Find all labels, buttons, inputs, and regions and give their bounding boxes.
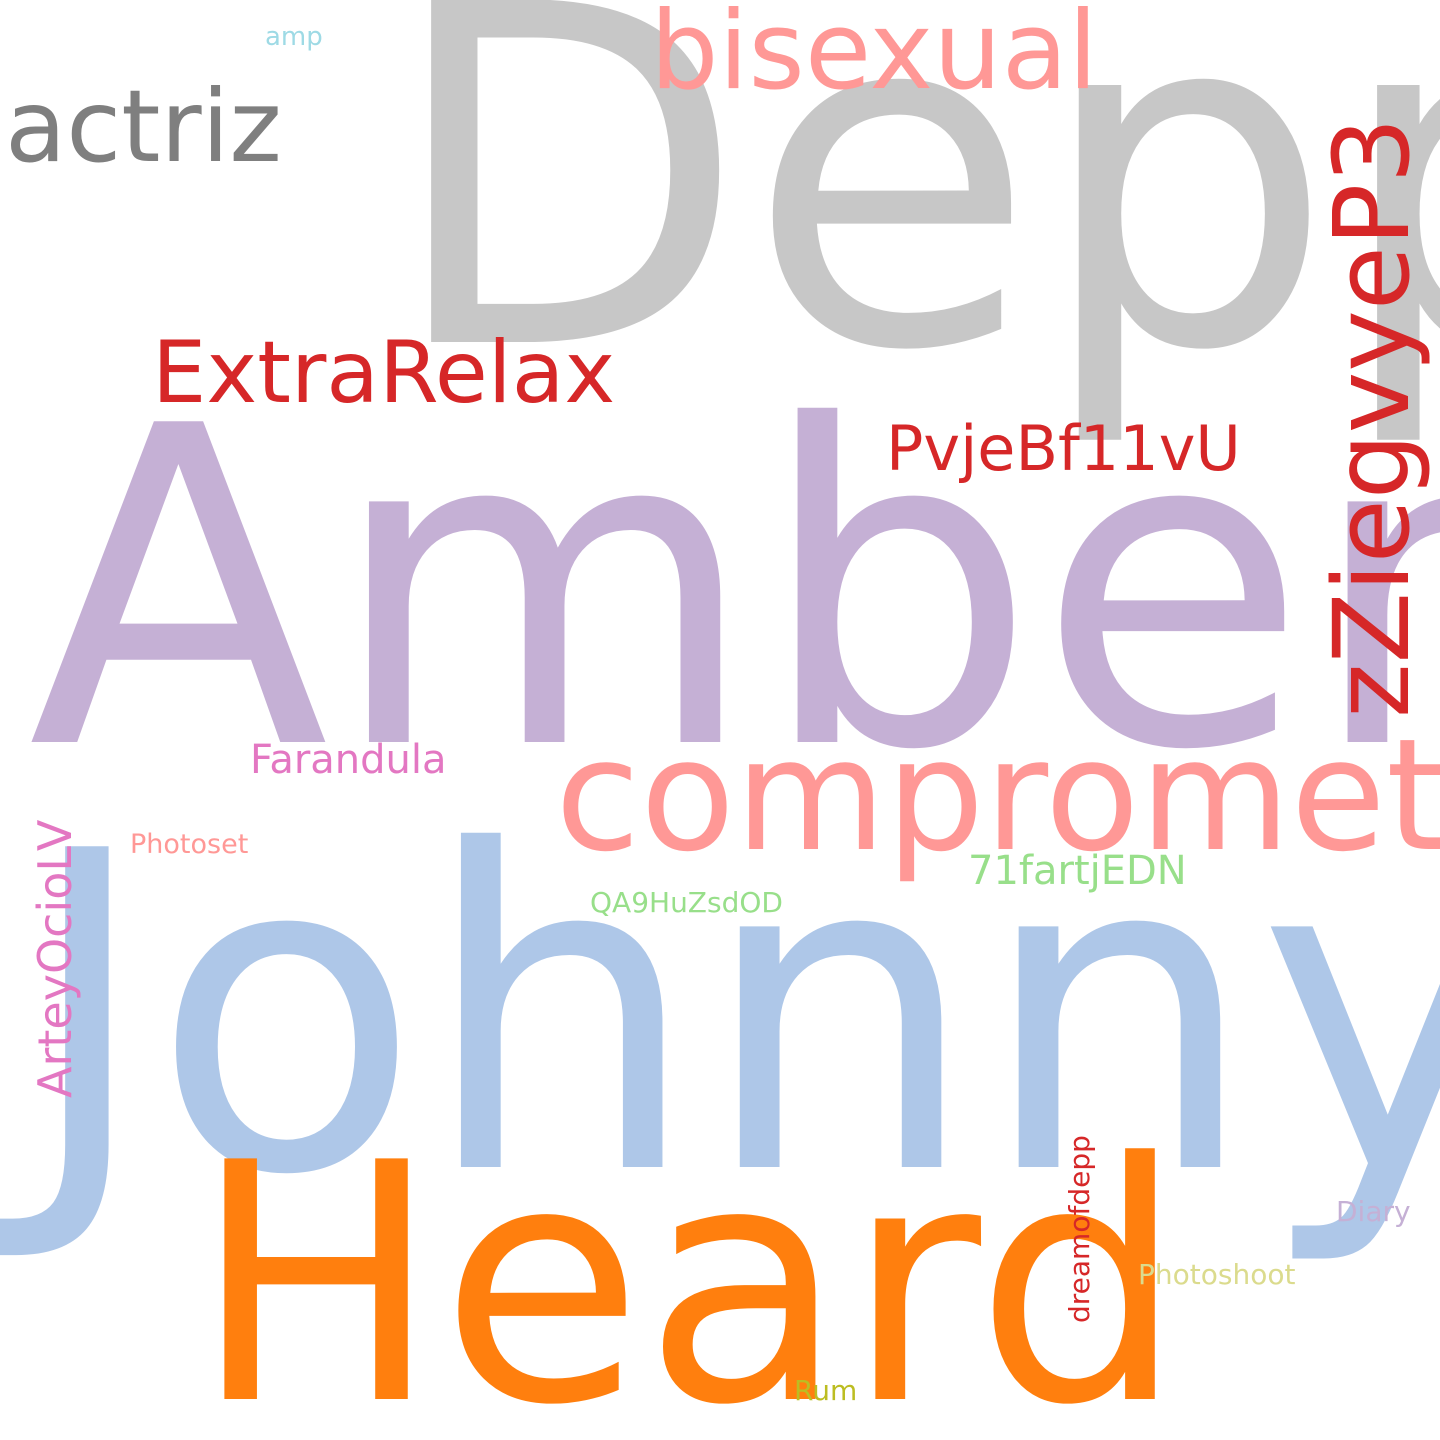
word-qa9huzsdod: QA9HuZsdOD	[590, 886, 783, 919]
word-compromete: compromete	[555, 705, 1440, 886]
word-extrarelax: ExtraRelax	[152, 323, 616, 423]
word-arteyociolv: ArteyOcioLV	[28, 819, 82, 1098]
word-rum: Rum	[794, 1374, 858, 1407]
word-dreamofdepp: dreamofdepp	[1063, 1135, 1096, 1323]
word-pvjebf11vu: PvjeBf11vU	[886, 412, 1241, 485]
word-diary: Diary	[1336, 1195, 1411, 1228]
word-actriz: actriz	[5, 68, 282, 185]
word-farandula: Farandula	[250, 737, 447, 783]
word-photoset: Photoset	[130, 829, 249, 860]
word-amp: amp	[265, 22, 323, 52]
word-depp: Depp	[385, 0, 1440, 453]
word-johnny: Johnny	[22, 759, 1440, 1271]
word-amber: Amber	[28, 334, 1440, 846]
word-zziegvyep3: zZiegvyeP3	[1311, 117, 1433, 718]
word-heard: Heard	[192, 1093, 1185, 1440]
word-71fartjedn: 71fartjEDN	[968, 848, 1187, 894]
word-bisexual: bisexual	[650, 0, 1098, 114]
word-photoshoot: Photoshoot	[1138, 1258, 1296, 1291]
